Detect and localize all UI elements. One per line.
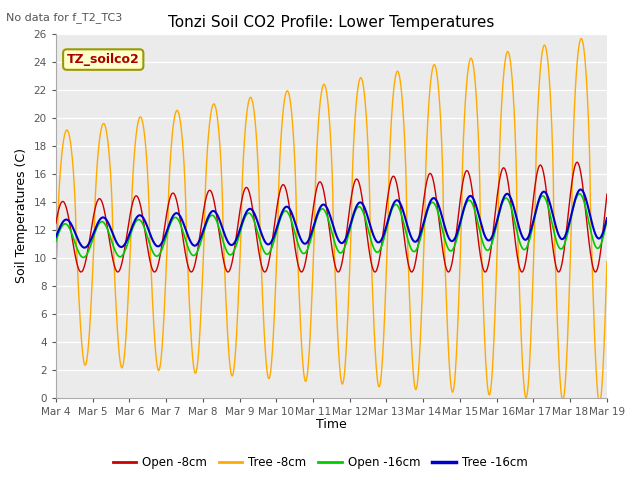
Open -16cm (280, 209, 287, 215)
Tree -8cm (170, 121, 177, 127)
Open -8cm (573, 159, 581, 165)
Line: Open -16cm: Open -16cm (56, 194, 607, 257)
Legend: Open -8cm, Tree -8cm, Open -16cm, Tree -16cm: Open -8cm, Tree -8cm, Open -16cm, Tree -… (108, 452, 532, 474)
Tree -16cm (84, 243, 92, 249)
Tree -8cm (428, 68, 436, 74)
Open -16cm (575, 191, 583, 197)
Open -8cm (280, 182, 287, 188)
Open -16cm (277, 214, 285, 220)
Tree -8cm (277, 140, 285, 146)
Open -8cm (258, 264, 266, 270)
Y-axis label: Soil Temperatures (C): Soil Temperatures (C) (15, 148, 28, 284)
Open -8cm (429, 174, 436, 180)
Open -8cm (170, 190, 177, 196)
X-axis label: Time: Time (316, 419, 347, 432)
Tree -16cm (280, 206, 287, 212)
Open -16cm (52, 238, 60, 244)
Tree -8cm (84, 353, 92, 359)
Open -16cm (603, 217, 611, 223)
Line: Open -8cm: Open -8cm (56, 162, 607, 272)
Tree -8cm (577, 36, 585, 41)
Tree -8cm (258, 281, 266, 287)
Open -8cm (603, 191, 611, 197)
Open -8cm (84, 250, 92, 255)
Tree -8cm (596, 400, 604, 406)
Open -16cm (429, 200, 436, 205)
Open -8cm (277, 185, 285, 191)
Tree -16cm (81, 245, 88, 251)
Tree -16cm (577, 187, 584, 192)
Tree -8cm (52, 271, 60, 277)
Tree -16cm (259, 233, 266, 239)
Tree -16cm (277, 212, 285, 218)
Tree -16cm (170, 212, 178, 218)
Text: TZ_soilco2: TZ_soilco2 (67, 53, 140, 66)
Open -16cm (79, 254, 87, 260)
Open -16cm (259, 245, 266, 251)
Open -8cm (261, 269, 269, 275)
Text: No data for f_T2_TC3: No data for f_T2_TC3 (6, 12, 123, 23)
Open -16cm (84, 250, 92, 256)
Title: Tonzi Soil CO2 Profile: Lower Temperatures: Tonzi Soil CO2 Profile: Lower Temperatur… (168, 15, 495, 30)
Tree -8cm (280, 105, 287, 111)
Open -16cm (170, 215, 178, 221)
Line: Tree -16cm: Tree -16cm (56, 190, 607, 248)
Tree -8cm (603, 259, 611, 264)
Tree -16cm (52, 234, 60, 240)
Line: Tree -8cm: Tree -8cm (56, 38, 607, 403)
Tree -16cm (603, 216, 611, 221)
Open -8cm (52, 220, 60, 226)
Tree -16cm (429, 196, 436, 202)
